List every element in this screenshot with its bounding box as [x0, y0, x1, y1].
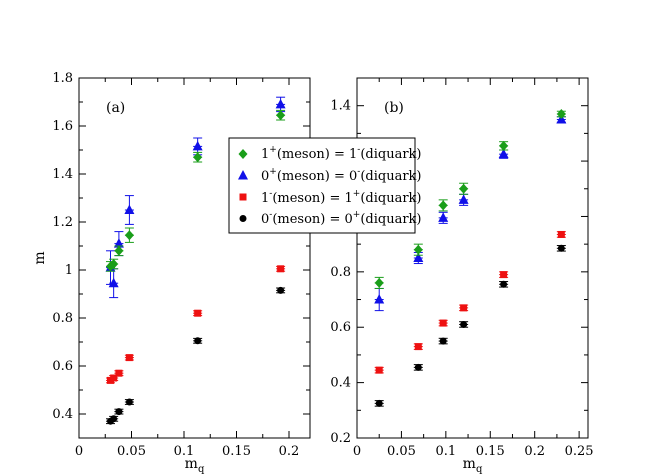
data-point-1minus — [557, 230, 565, 238]
panel-label: (b) — [384, 100, 404, 116]
legend-entry-1minus: 1-(meson) = 1+(diquark) — [261, 189, 422, 206]
x-tick-label: 0.15 — [476, 444, 505, 459]
x-tick-label: 0.15 — [222, 444, 251, 459]
x-tick-label: 0.1 — [174, 444, 195, 459]
data-point-1plus — [438, 200, 448, 211]
panel-label: (a) — [106, 100, 125, 116]
data-point-0minus — [275, 98, 286, 109]
legend-marker-1plus — [238, 149, 248, 159]
data-point-0minus — [413, 252, 424, 262]
legend-entry-0plus: 0-(meson) = 0+(diquark) — [261, 210, 422, 227]
data-point-0minus — [498, 148, 509, 159]
x-tick-label: 0.2 — [524, 444, 545, 459]
legend-marker-1minus — [239, 193, 247, 201]
data-point-1plus — [109, 259, 119, 269]
legend-frame — [228, 137, 416, 234]
data-point-0minus — [438, 212, 449, 222]
data-point-1minus — [125, 354, 133, 362]
x-tick-label: 0.1 — [436, 444, 457, 459]
data-point-0plus — [500, 280, 508, 288]
series-0plus — [374, 244, 566, 407]
data-point-0plus — [414, 363, 422, 371]
y-tick-label: 1.4 — [330, 99, 351, 114]
data-point-1minus — [414, 343, 422, 351]
x-tick-label: 0.05 — [387, 444, 416, 459]
legend-marker-0plus — [239, 215, 247, 222]
data-point-1minus — [110, 374, 118, 382]
legend-entry-1plus: 1+(meson) = 1-(diquark) — [261, 145, 422, 162]
panel-b: 00.050.10.150.20.250.20.40.60.811.21.4mq… — [330, 77, 594, 474]
plot-frame — [78, 77, 311, 439]
data-point-0plus — [194, 337, 202, 345]
y-tick-label: 0.6 — [330, 320, 351, 335]
data-point-1plus — [556, 109, 566, 119]
y-tick-label: 0.4 — [330, 376, 351, 391]
data-point-0plus — [115, 408, 123, 416]
data-point-1plus — [413, 244, 423, 255]
x-axis-label: mq — [463, 456, 483, 474]
y-tick-label: 1.4 — [52, 167, 73, 182]
series-1plus — [374, 109, 566, 289]
legend-marker-0minus — [238, 170, 248, 180]
legend-entry-0minus: 0+(meson) = 0-(diquark) — [261, 167, 422, 184]
data-point-0minus — [458, 194, 469, 204]
data-point-0plus — [125, 398, 133, 406]
series-1minus — [106, 265, 286, 384]
data-point-0minus — [192, 140, 203, 151]
data-point-0minus — [108, 277, 119, 288]
data-point-1plus — [114, 245, 124, 256]
legend: 1+(meson) = 1-(diquark) 0+(meson) = 0-(d… — [228, 137, 422, 234]
data-point-1minus — [194, 309, 202, 317]
data-point-0plus — [439, 337, 447, 345]
data-point-0plus — [375, 399, 383, 407]
data-point-0minus — [113, 238, 124, 248]
panel-a: 0 0.05 0.1 0.15 0.2 0.4 0.6 0.8 1 1.2 1.4 1.6 1.8 mq m… — [32, 71, 311, 474]
y-tick-label: 0.2 — [330, 431, 351, 446]
y-axis-label: m — [32, 251, 48, 264]
legend-markers — [238, 149, 248, 222]
data-point-1plus — [459, 183, 469, 194]
x-tick-label: 0.25 — [565, 444, 594, 459]
series-1plus — [106, 109, 286, 272]
data-point-0plus — [557, 244, 565, 252]
data-point-1plus — [499, 140, 509, 151]
y-tick-label: 0.8 — [330, 265, 351, 280]
x-tick-label: 0.05 — [117, 444, 146, 459]
data-point-1plus — [276, 110, 286, 121]
x-tick-label: 0.2 — [279, 444, 300, 459]
data-point-1minus — [460, 304, 468, 312]
x-axis-label: mq — [185, 456, 205, 474]
y-tick-label: 0.8 — [52, 311, 73, 326]
y-tick-label: 1 — [65, 263, 73, 278]
y-tick-label: 1.6 — [52, 119, 73, 134]
data-point-0plus — [110, 415, 118, 423]
data-point-0plus — [460, 320, 468, 328]
data-point-1minus — [277, 265, 285, 273]
data-point-0plus — [277, 286, 285, 294]
plot-frame — [356, 77, 589, 439]
data-point-0minus — [374, 294, 385, 304]
data-point-0minus — [124, 204, 135, 214]
data-point-1plus — [124, 230, 134, 241]
series-1minus — [374, 230, 566, 374]
y-tick-label: 0.6 — [52, 359, 73, 374]
x-tick-label: 0 — [75, 444, 83, 459]
data-point-1minus — [375, 366, 383, 374]
y-tick-label: 1.2 — [52, 215, 73, 230]
data-point-1minus — [439, 319, 447, 327]
y-tick-label: 0.4 — [52, 407, 73, 422]
data-point-1plus — [193, 152, 203, 163]
y-tick-label: 1.8 — [52, 71, 73, 86]
series-0plus — [106, 286, 286, 425]
data-point-1plus — [374, 277, 384, 288]
data-point-1minus — [500, 271, 508, 279]
data-point-1minus — [115, 369, 123, 377]
x-tick-label: 0 — [353, 444, 361, 459]
